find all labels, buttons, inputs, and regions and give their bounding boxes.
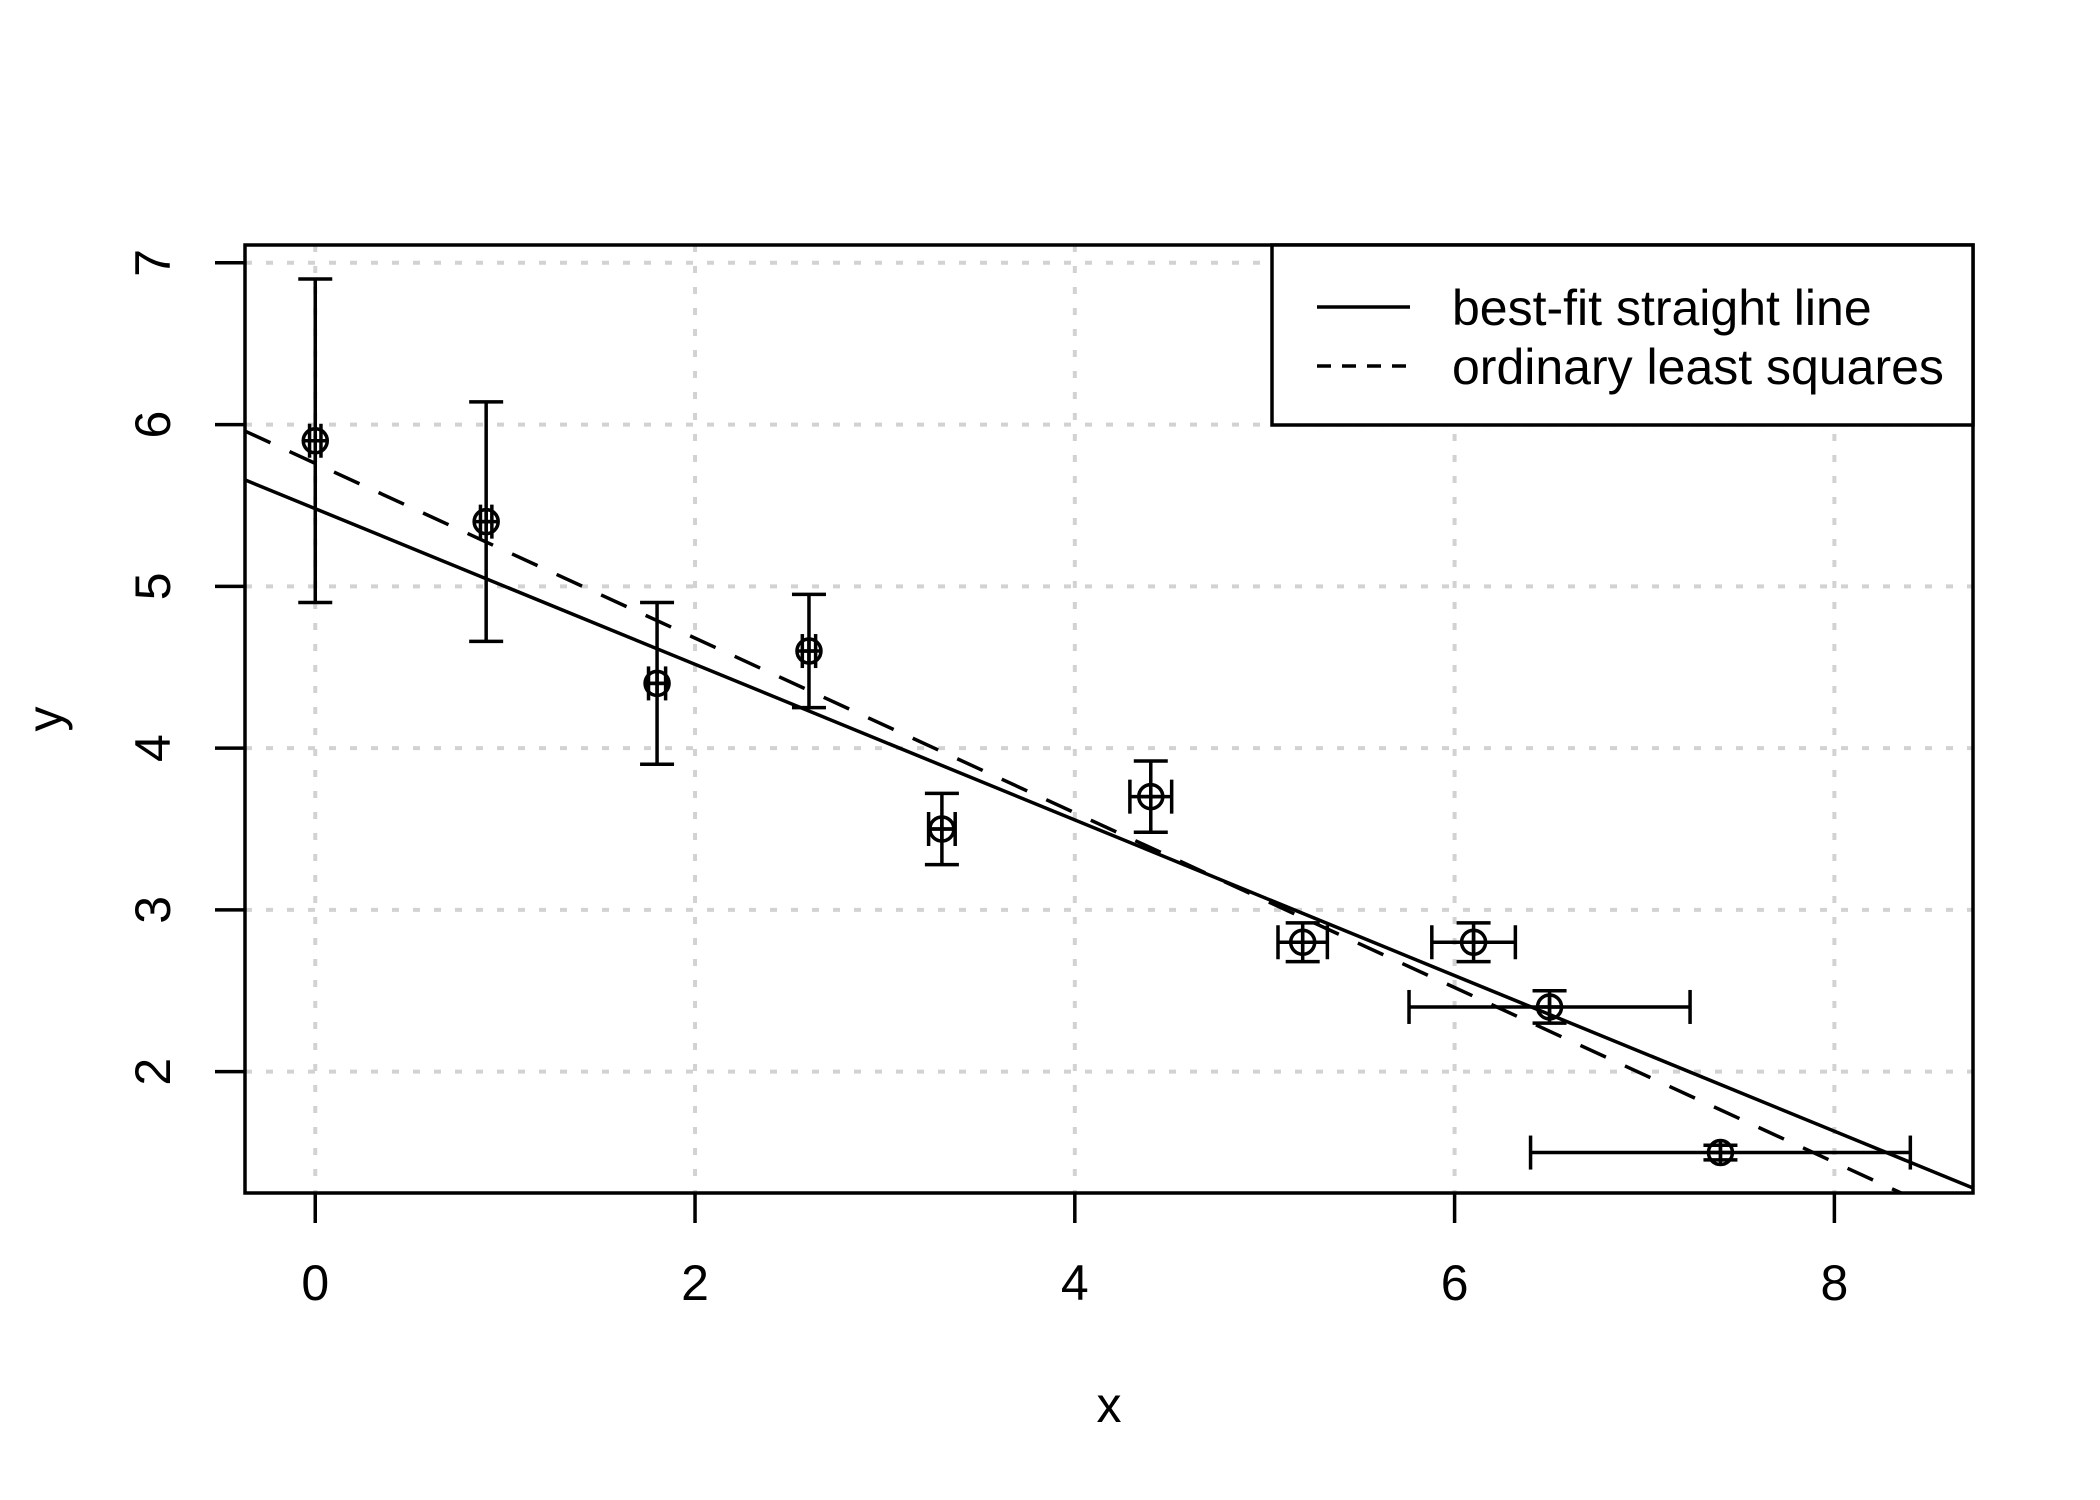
x-tick-label: 0: [301, 1255, 329, 1311]
y-axis-label: y: [17, 707, 73, 732]
y-tick-label: 5: [125, 572, 181, 600]
legend: best-fit straight line ordinary least sq…: [1270, 243, 1975, 427]
y-tick-label: 7: [125, 249, 181, 277]
data-point-with-errors: [1128, 759, 1174, 834]
data-points: [298, 277, 1913, 1170]
data-point-with-errors: [791, 592, 826, 710]
x-tick-label: 8: [1820, 1255, 1848, 1311]
plot-border: [243, 243, 1975, 1195]
x-tick-label: 6: [1441, 1255, 1469, 1311]
data-point-with-errors: [298, 277, 333, 605]
data-point-with-errors: [924, 791, 959, 867]
x-tick-label: 4: [1061, 1255, 1089, 1311]
data-point-with-errors: [469, 400, 504, 644]
x-tick-label: 2: [681, 1255, 709, 1311]
y-tick-label: 3: [125, 896, 181, 924]
y-tick-label: 4: [125, 734, 181, 762]
y-tick-label: 2: [125, 1058, 181, 1086]
ols-line: [245, 429, 1906, 1193]
x-axis-label: x: [1097, 1377, 1122, 1433]
gridlines: [245, 245, 1973, 1193]
data-point-with-errors: [1528, 1135, 1913, 1170]
legend-box: [1270, 243, 1975, 427]
legend-label-ordinary-least-squares: ordinary least squares: [1452, 339, 1944, 395]
data-point-with-errors: [1407, 989, 1692, 1025]
axes: 0 2 4 6 8 2 3 4 5 6 7: [125, 243, 1975, 1311]
y-tick-label: 6: [125, 411, 181, 439]
best-fit-line: [245, 478, 1973, 1190]
data-point-with-errors: [1276, 921, 1330, 964]
legend-label-best-fit: best-fit straight line: [1452, 280, 1872, 336]
data-point-with-errors: [640, 600, 675, 767]
data-point-with-errors: [1430, 921, 1518, 964]
fit-lines: [245, 429, 1973, 1193]
